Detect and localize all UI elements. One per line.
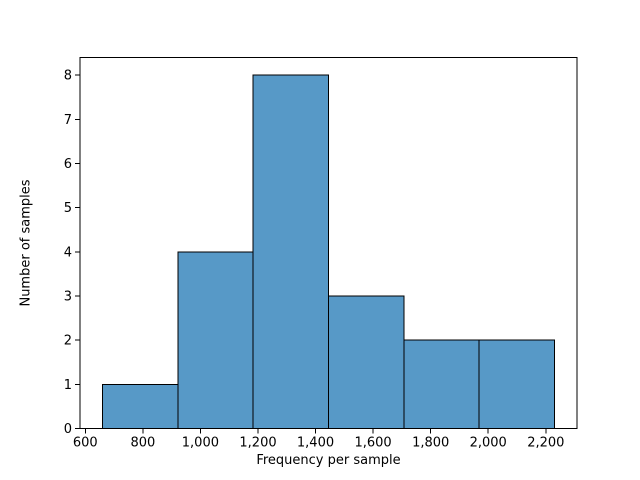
histogram-bar bbox=[252, 74, 329, 429]
x-axis-label: Frequency per sample bbox=[256, 453, 401, 468]
x-tick-label: 1,000 bbox=[182, 436, 219, 451]
y-tick-label: 3 bbox=[64, 290, 72, 305]
y-tick-label: 0 bbox=[64, 422, 72, 437]
x-tick-label: 1,400 bbox=[297, 436, 334, 451]
y-tick-label: 5 bbox=[64, 201, 72, 216]
y-tick-label: 6 bbox=[64, 157, 72, 172]
x-tick-label: 1,800 bbox=[412, 436, 449, 451]
x-tick-label: 600 bbox=[73, 436, 98, 451]
x-tick-label: 2,200 bbox=[527, 436, 564, 451]
y-tick-label: 4 bbox=[64, 245, 72, 260]
x-tick-label: 1,200 bbox=[239, 436, 276, 451]
y-axis-label: Number of samples bbox=[18, 179, 34, 307]
histogram-bar bbox=[102, 383, 179, 429]
histogram-bar bbox=[177, 251, 254, 429]
x-tick-label: 1,600 bbox=[354, 436, 391, 451]
y-tick-label: 2 bbox=[64, 334, 72, 349]
y-tick-label: 7 bbox=[64, 113, 72, 128]
histogram-bar bbox=[403, 339, 480, 430]
axes-frame bbox=[79, 57, 578, 429]
y-tick-label: 8 bbox=[64, 69, 72, 84]
x-tick-label: 800 bbox=[130, 436, 155, 451]
y-tick-label: 1 bbox=[64, 378, 72, 393]
histogram-bar bbox=[478, 339, 555, 430]
x-tick-label: 2,000 bbox=[470, 436, 507, 451]
histogram-bar bbox=[328, 295, 405, 429]
